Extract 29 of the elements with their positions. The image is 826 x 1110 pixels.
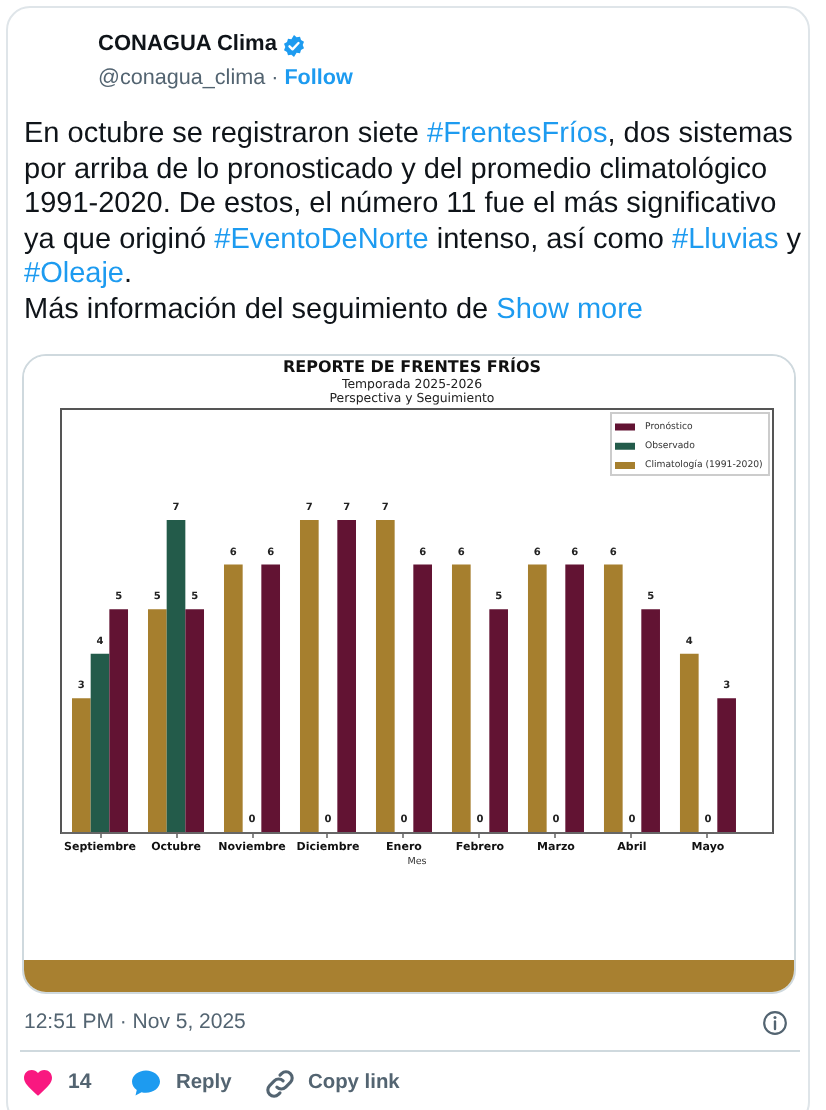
text: CONAGUA Clima	[98, 32, 277, 58]
bar	[527, 564, 547, 832]
bar	[166, 520, 186, 832]
bar	[413, 564, 432, 832]
text: Follow	[284, 65, 353, 89]
bar	[679, 653, 699, 832]
text: Show more	[496, 293, 643, 326]
bar	[337, 520, 356, 832]
bar	[565, 564, 584, 832]
bar	[717, 698, 736, 832]
bar	[224, 564, 243, 832]
bar	[489, 609, 508, 832]
bar	[299, 520, 319, 832]
bar	[109, 609, 129, 832]
text: 14	[68, 1069, 92, 1095]
text: Reply	[176, 1069, 232, 1095]
chart-title: REPORTE DE FRENTES FRÍOS	[282, 355, 542, 376]
text: 12:51 PM · Nov 5, 2025	[24, 1009, 246, 1035]
bar	[375, 520, 395, 832]
text: @conagua_clima ·	[98, 65, 279, 89]
bar	[261, 564, 281, 832]
bar	[185, 609, 205, 832]
bar	[641, 609, 660, 832]
bar	[90, 653, 110, 832]
bar	[451, 564, 471, 832]
text: Copy link	[308, 1069, 400, 1095]
bar	[148, 609, 167, 832]
bar	[603, 564, 623, 832]
bar	[72, 698, 91, 832]
